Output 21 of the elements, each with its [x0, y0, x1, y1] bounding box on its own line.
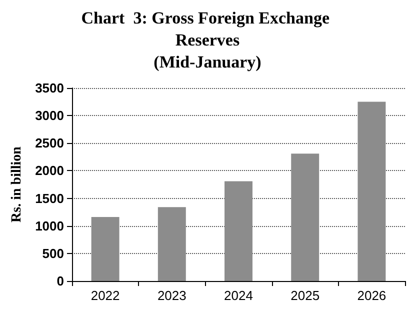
bar: [291, 154, 320, 281]
bar: [158, 207, 186, 281]
chart-title: Chart 3: Gross Foreign Exchange Reserves: [81, 8, 334, 50]
y-tick-label: 2500: [35, 136, 64, 151]
x-tick-label: 2022: [90, 288, 120, 303]
y-tick-label: 2000: [35, 163, 64, 178]
bar: [91, 217, 120, 281]
x-tick-label: 2026: [357, 288, 386, 303]
y-tick-label: 3500: [35, 80, 64, 96]
x-tick-label: 2024: [224, 288, 253, 303]
bar: [358, 102, 386, 281]
x-tick-label: 2023: [157, 288, 186, 303]
y-tick-label: 0: [56, 274, 64, 288]
y-tick-label: 500: [42, 246, 64, 261]
y-tick-label: 1000: [35, 218, 64, 234]
bar: [224, 181, 252, 281]
chart-subtitle: (Mid-January): [154, 52, 262, 72]
y-tick-label: 3000: [35, 108, 64, 124]
y-tick-label: 1500: [35, 190, 64, 206]
x-tick-label: 2025: [290, 288, 320, 303]
y-axis-title: Rs. in billion: [10, 146, 24, 222]
